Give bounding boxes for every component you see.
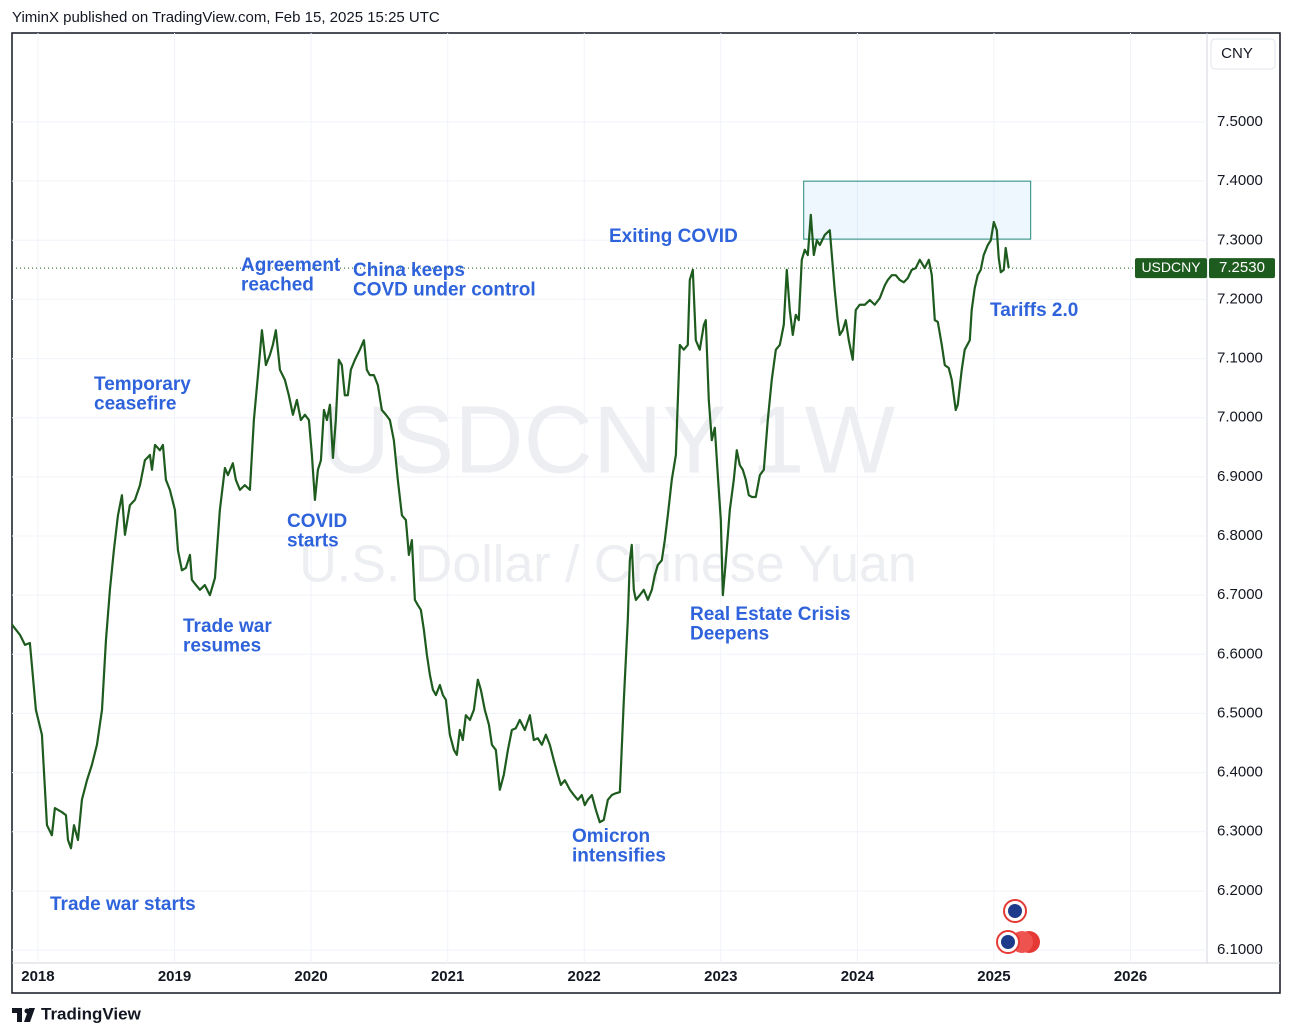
symbol-tag-text: USDCNY [1141,259,1201,275]
annotation: resumes [183,636,261,657]
y-tick-label: 6.2000 [1217,882,1263,899]
x-tick-label: 2026 [1114,968,1147,985]
grid [12,33,1207,963]
annotation: starts [287,531,339,552]
x-tick-label: 2024 [841,968,875,985]
y-tick-label: 6.7000 [1217,586,1263,603]
annotation: Exiting COVID [609,226,738,247]
annotation: Trade war starts [50,894,196,915]
y-tick-label: 6.4000 [1217,764,1263,781]
y-tick-label: 6.5000 [1217,704,1263,721]
y-tick-label: 7.1000 [1217,350,1263,367]
currency-box [1210,38,1276,70]
x-tick-label: 2018 [21,968,54,985]
y-tick-label: 6.6000 [1217,645,1263,662]
x-tick-label: 2020 [294,968,327,985]
plot [11,180,1207,850]
brand: TradingView [41,1004,142,1023]
y-tick-label: 7.2000 [1217,290,1263,307]
x-tick-label: 2025 [977,968,1010,985]
price-tag-text: 7.2530 [1219,259,1265,276]
price-tag [1209,258,1275,279]
annotation: ceasefire [94,394,176,415]
annotation: reached [241,275,314,296]
annotation: Temporary [94,374,191,395]
x-tick-label: 2022 [568,968,601,985]
price-line [11,213,1010,850]
y-tick-label: 7.0000 [1217,409,1263,426]
y-tick-label: 7.3000 [1217,231,1263,248]
annotation: Real Estate Crisis [690,604,851,625]
watermark-subtitle: U.S. Dollar / Chinese Yuan [299,536,917,594]
y-tick-label: 6.3000 [1217,823,1263,840]
y-tick-label: 6.9000 [1217,468,1263,485]
y-tick-label: 6.1000 [1217,941,1263,958]
brand-logo [12,1008,35,1022]
event-icons [996,899,1040,954]
annotation: intensifies [572,846,666,867]
y-tick-label: 7.5000 [1217,113,1263,130]
annotation: COVD under control [353,280,536,301]
annotation: COVID [287,511,347,532]
frame [11,32,1281,994]
y-tick-label: 6.8000 [1217,527,1263,544]
x-tick-label: 2023 [704,968,737,985]
annotation: Deepens [690,624,769,645]
currency: CNY [1221,45,1253,62]
annotation: Tariffs 2.0 [990,300,1078,321]
annotation: Omicron [572,826,650,847]
x-tick-label: 2019 [158,968,191,985]
annotation: China keeps [353,260,465,281]
symbol-tag [1135,258,1207,279]
x-tick-label: 2021 [431,968,464,985]
header-text: YiminX published on TradingView.com, Feb… [12,9,440,26]
annotation: Agreement [241,255,341,276]
annotation: Trade war [183,616,272,637]
y-tick-label: 7.4000 [1217,172,1263,189]
watermark: USDCNY 1W [321,386,896,493]
